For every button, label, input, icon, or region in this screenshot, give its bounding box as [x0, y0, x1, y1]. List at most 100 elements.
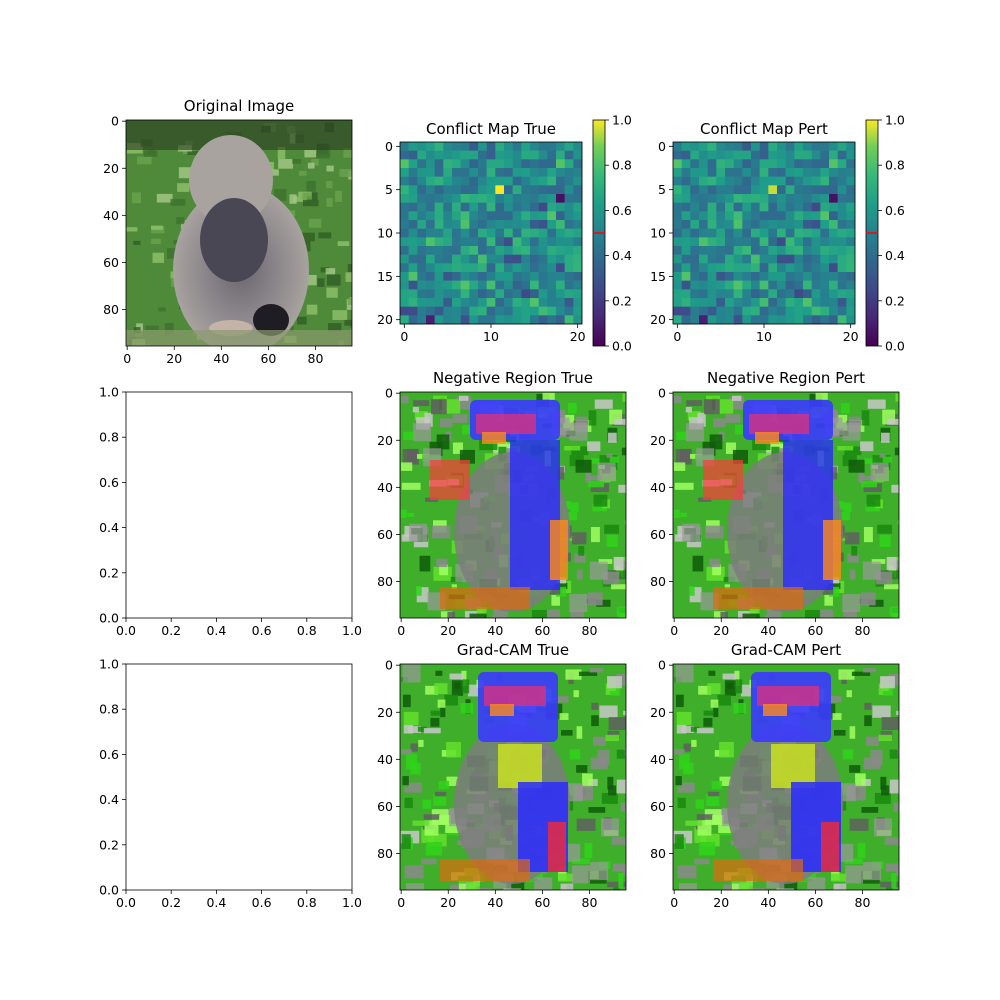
texture-block: [574, 553, 586, 563]
heatmap-cell: [794, 228, 804, 238]
heatmap-cell: [564, 185, 574, 195]
colorbar-tick-label: 0.6: [612, 203, 632, 218]
texture-block: [776, 888, 795, 890]
heatmap-cell: [829, 194, 838, 203]
heatmap-cell: [811, 194, 821, 203]
heatmap-cell: [768, 289, 778, 299]
heatmap-cell: [400, 194, 409, 203]
heatmap-cell: [777, 254, 786, 264]
heatmap-cell: [443, 246, 453, 255]
heatmap-cell: [538, 228, 548, 238]
heatmap-cell: [417, 150, 427, 160]
heatmap-cell: [699, 176, 708, 186]
heatmap-cell: [434, 237, 444, 247]
heatmap-cell: [785, 176, 795, 186]
heatmap-cell: [504, 246, 513, 255]
heatmap-cell: [400, 142, 409, 151]
x-tick-label: 0.0: [116, 895, 136, 910]
heatmap-cell: [469, 280, 479, 290]
heatmap-cell: [707, 263, 717, 273]
heatmap-cell: [573, 202, 583, 212]
heatmap-cell: [434, 202, 444, 212]
heatmap-cell: [400, 228, 409, 238]
texture-block: [433, 794, 447, 806]
heatmap-cell: [434, 194, 444, 203]
texture-block: [884, 584, 899, 590]
texture-block: [864, 702, 872, 710]
cat-tail: [253, 304, 289, 336]
heatmap-cell: [486, 150, 496, 160]
heatmap-cell: [707, 237, 717, 247]
heatmap-cell: [556, 289, 565, 299]
heatmap-cell: [434, 150, 444, 160]
heatmap-cell: [837, 272, 847, 281]
heatmap-cell: [733, 194, 743, 203]
heatmap-cell: [811, 246, 821, 255]
texture-block: [849, 765, 861, 773]
texture-block: [503, 888, 522, 890]
texture-block: [445, 823, 462, 833]
texture-block: [742, 613, 760, 618]
heatmap-cell: [759, 142, 769, 151]
heatmap-cell: [707, 185, 717, 195]
axes-frame: [399, 663, 627, 891]
texture-block: [402, 694, 411, 708]
heatmap-cell: [725, 176, 734, 186]
texture-block: [885, 863, 899, 872]
texture-block: [590, 757, 608, 770]
highlight-left: [430, 460, 470, 500]
texture-block: [722, 673, 737, 680]
highlight-face: [757, 686, 819, 706]
heatmap-cell: [521, 315, 531, 325]
heatmap-cell: [725, 211, 734, 221]
heatmap-cell: [733, 185, 743, 195]
heatmap-cell: [426, 176, 435, 186]
heatmap-cell: [504, 254, 513, 264]
colorbar-tick-label: 1.0: [885, 113, 905, 128]
heatmap-cell: [443, 228, 453, 238]
texture-block: [819, 609, 833, 618]
grass-texture: [344, 319, 352, 326]
heatmap-cell: [794, 263, 804, 273]
heatmap-cell: [829, 272, 838, 281]
grass-texture: [343, 148, 352, 158]
texture-block: [720, 611, 729, 618]
heatmap-cell: [417, 202, 427, 212]
y-tick-label: 0: [658, 658, 666, 673]
heatmap-cell: [469, 237, 479, 247]
texture-block: [565, 669, 582, 680]
heatmap-cell: [504, 194, 513, 203]
colorbar-tick-label: 0.2: [612, 293, 632, 308]
heatmap-cell: [530, 176, 539, 186]
y-tick-label: 0: [385, 386, 393, 401]
heatmap-cell: [400, 315, 409, 325]
heatmap-cell: [811, 228, 821, 238]
texture-block: [571, 532, 587, 545]
heatmap-cell: [673, 298, 682, 307]
heatmap-cell: [785, 185, 795, 195]
heatmap-cell: [469, 202, 479, 212]
heatmap-cell: [811, 254, 821, 264]
y-tick-label: 0: [111, 114, 119, 129]
texture-block: [861, 779, 871, 786]
heatmap-cell: [495, 150, 505, 160]
heatmap-cell: [785, 159, 795, 169]
x-tick-label: 40: [213, 351, 229, 366]
highlight-nose: [482, 432, 506, 444]
heatmap-cell: [811, 237, 821, 247]
texture-block: [570, 502, 579, 512]
heatmap-cell: [768, 211, 778, 221]
heatmap-cell: [794, 150, 804, 160]
texture-block: [677, 797, 686, 809]
texture-block: [560, 883, 574, 890]
texture-block: [425, 685, 439, 695]
heatmap-cell: [837, 202, 847, 212]
heatmap-cell: [699, 159, 708, 169]
heatmap-cell: [452, 168, 461, 177]
heatmap-cell: [785, 289, 795, 299]
heatmap-cell: [716, 142, 726, 151]
heatmap-cell: [478, 289, 487, 299]
texture-block: [863, 483, 882, 493]
x-tick-label: 1.0: [342, 623, 362, 638]
heatmap-cell: [777, 168, 786, 177]
